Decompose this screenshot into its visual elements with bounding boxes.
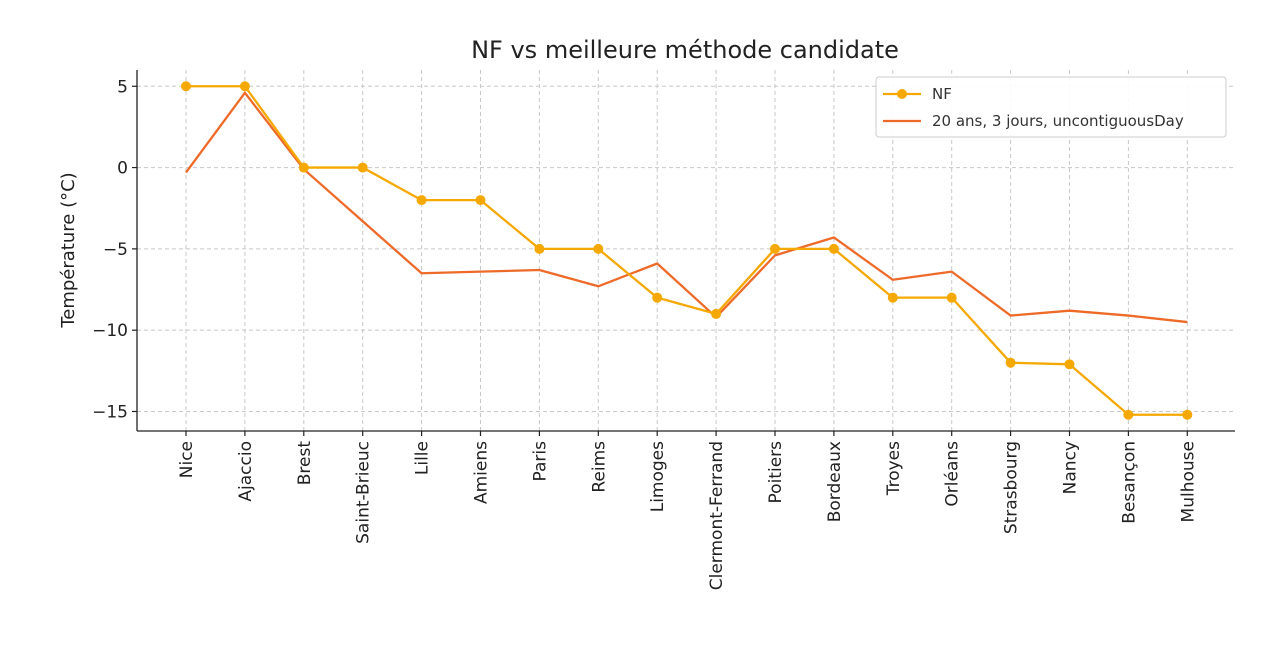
x-tick-label: Brest (295, 441, 315, 486)
data-point (652, 292, 663, 303)
x-tick-label: Orléans (943, 441, 963, 507)
x-tick-label: Reims (589, 441, 609, 493)
x-tick-label: Saint-Brieuc (354, 441, 374, 544)
data-point (298, 162, 309, 173)
data-point (239, 81, 250, 92)
series-layer (181, 81, 1193, 420)
data-point (711, 308, 722, 319)
x-tick-label: Clermont-Ferrand (707, 441, 727, 590)
data-point (1005, 357, 1016, 368)
x-tick-label: Troyes (884, 441, 904, 496)
data-point (1123, 409, 1134, 420)
x-tick-label: Paris (530, 441, 550, 482)
data-point (593, 243, 604, 254)
legend-marker (897, 89, 907, 99)
data-point (770, 243, 780, 254)
y-tick-label: −10 (92, 321, 128, 341)
x-tick-label: Poitiers (766, 441, 786, 504)
y-tick-label: 5 (117, 77, 128, 97)
data-point (1182, 409, 1193, 420)
data-point (181, 81, 191, 92)
legend-label: 20 ans, 3 jours, uncontiguousDay (932, 112, 1184, 130)
x-tick-label: Lille (413, 441, 433, 475)
data-point (1064, 359, 1075, 370)
x-tick-label: Ajaccio (236, 441, 256, 502)
data-point (416, 195, 427, 206)
legend-box (875, 76, 1227, 138)
y-tick-label: 0 (117, 159, 128, 179)
y-axis-label: Température (°C) (58, 172, 79, 328)
chart-title: NF vs meilleure méthode candidate (471, 36, 899, 64)
data-point (946, 292, 957, 303)
data-point (828, 243, 839, 254)
series-line (186, 85, 1188, 416)
data-point (534, 243, 545, 254)
data-point (475, 195, 486, 206)
data-point (887, 292, 898, 303)
x-tick-label: Bordeaux (825, 441, 845, 522)
series-line (185, 91, 1188, 324)
x-tick-label: Amiens (472, 441, 492, 504)
x-tick-label: Strasbourg (1002, 441, 1022, 534)
legend: NF 20 ans, 3 jours, uncontiguousDay (875, 76, 1227, 138)
y-tick-label: −15 (92, 402, 128, 422)
x-tick-label: Limoges (648, 441, 668, 512)
x-tick-label: Nice (177, 441, 197, 478)
legend-label: NF (932, 85, 952, 103)
axes: 5 0 −5 −10 −15 Nice Ajaccio Brest Saint-Brieuc Li… (92, 70, 1235, 590)
x-tick-label: Mulhouse (1178, 441, 1198, 522)
y-tick-label: −5 (103, 240, 128, 260)
x-tick-label: Nancy (1061, 441, 1081, 494)
x-tick-label: Besançon (1119, 441, 1139, 524)
data-point (357, 162, 368, 173)
